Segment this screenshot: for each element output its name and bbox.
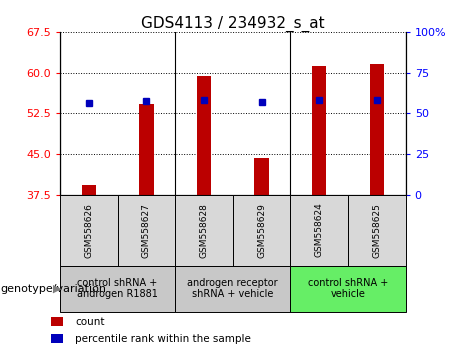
Bar [175,266,290,312]
Text: GSM558624: GSM558624 [315,203,324,257]
Text: androgen receptor
shRNA + vehicle: androgen receptor shRNA + vehicle [188,278,278,299]
Bar [348,195,406,266]
Bar [118,195,175,266]
Bar [197,76,211,195]
Bar [370,64,384,195]
Bar [312,66,326,195]
Text: GSM558629: GSM558629 [257,202,266,258]
Bar [254,158,269,195]
Bar [175,195,233,266]
Text: GSM558625: GSM558625 [372,202,381,258]
Text: percentile rank within the sample: percentile rank within the sample [75,334,251,344]
Bar [60,266,175,312]
Text: GSM558627: GSM558627 [142,202,151,258]
Text: control shRNA +
androgen R1881: control shRNA + androgen R1881 [77,278,158,299]
Text: GSM558626: GSM558626 [84,202,93,258]
Bar [233,195,290,266]
Text: GSM558628: GSM558628 [200,202,208,258]
Bar [51,334,63,343]
Text: ▶: ▶ [53,284,61,293]
Text: count: count [75,317,104,327]
Bar [51,317,63,326]
Bar [82,185,96,195]
Bar [60,195,118,266]
Text: genotype/variation: genotype/variation [0,284,106,293]
Bar [290,266,406,312]
Bar [290,195,348,266]
Title: GDS4113 / 234932_s_at: GDS4113 / 234932_s_at [141,16,325,32]
Text: control shRNA +
vehicle: control shRNA + vehicle [308,278,388,299]
Bar [139,104,154,195]
